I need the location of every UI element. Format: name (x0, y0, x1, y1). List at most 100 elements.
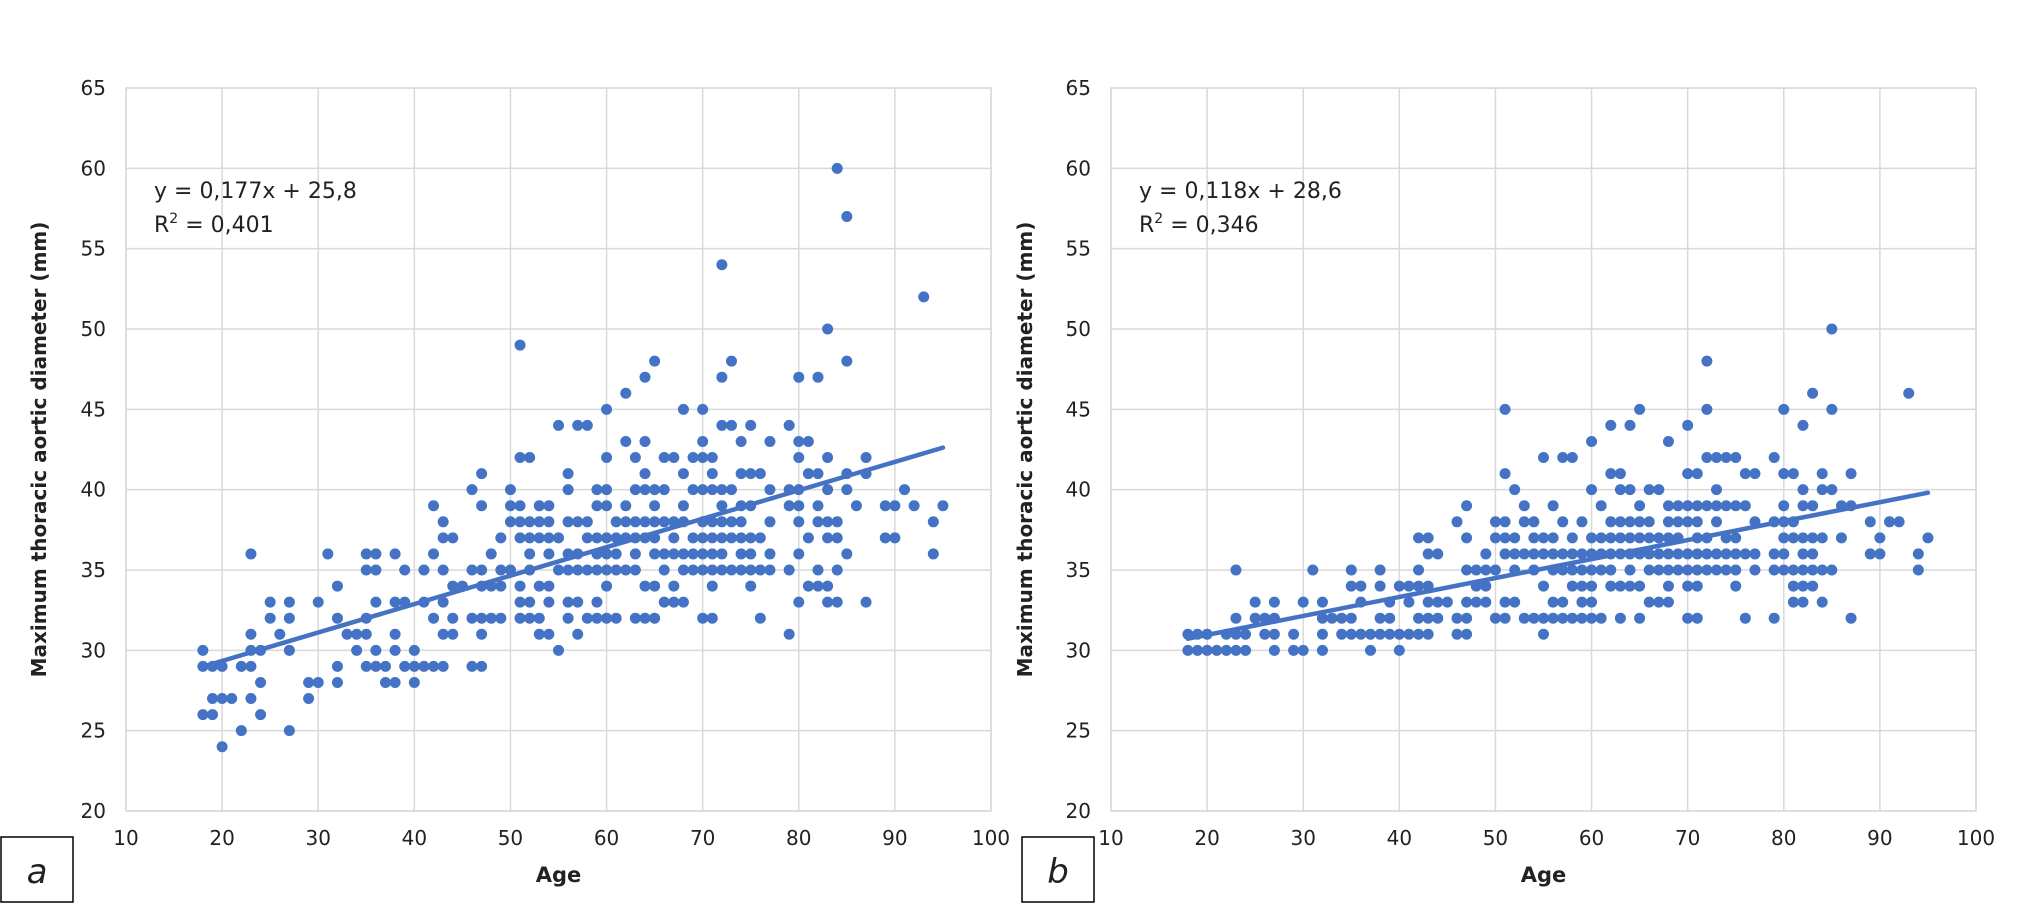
data-point (1586, 596, 1598, 608)
y-tick-label: 20 (1066, 799, 1091, 823)
data-point (533, 628, 545, 640)
data-point (1528, 612, 1540, 624)
r-squared-value: = 0,401 (178, 213, 273, 238)
data-point (658, 484, 670, 496)
data-point (1797, 500, 1809, 512)
data-point (341, 628, 353, 640)
data-point (697, 452, 709, 464)
data-point (764, 435, 776, 447)
data-point (879, 500, 891, 512)
y-tick-label: 55 (1066, 237, 1091, 261)
data-point (735, 468, 747, 480)
data-point (1614, 516, 1626, 528)
data-point (629, 452, 641, 464)
data-point (1634, 516, 1646, 528)
data-point (1730, 548, 1742, 560)
data-point (1576, 548, 1588, 560)
data-point (283, 644, 295, 656)
data-point (476, 660, 488, 672)
data-point (1614, 468, 1626, 480)
y-tick-label: 25 (1066, 719, 1091, 743)
x-tick-label: 60 (594, 826, 619, 850)
data-point (726, 564, 737, 576)
data-point (1230, 612, 1242, 624)
data-point (706, 612, 718, 624)
r-squared: R2 = 0,401 (154, 211, 274, 238)
data-point (1259, 628, 1271, 640)
data-point (927, 548, 939, 560)
data-point (1595, 500, 1607, 512)
data-point (1739, 500, 1751, 512)
data-point (649, 484, 661, 496)
data-point (735, 435, 747, 447)
data-point (1566, 452, 1578, 464)
data-point (937, 500, 949, 512)
data-point (1480, 580, 1492, 592)
data-point (1374, 580, 1386, 592)
data-point (601, 484, 613, 496)
data-point (1903, 387, 1915, 399)
data-point (1316, 612, 1328, 624)
data-point (1288, 644, 1300, 656)
data-point (1566, 612, 1578, 624)
data-point (658, 452, 670, 464)
data-point (1778, 403, 1790, 415)
data-point (264, 596, 276, 608)
data-point (1845, 468, 1857, 480)
data-point (1816, 596, 1828, 608)
x-tick-label: 30 (305, 826, 330, 850)
data-point (245, 693, 257, 705)
data-point (283, 596, 295, 608)
data-point (793, 500, 805, 512)
data-point (1557, 452, 1569, 464)
x-tick-label: 80 (786, 826, 811, 850)
data-point (1547, 596, 1559, 608)
data-point (1576, 516, 1588, 528)
data-point (1413, 628, 1425, 640)
data-point (802, 580, 814, 592)
data-point (504, 484, 516, 496)
data-point (927, 516, 939, 528)
data-point (1509, 596, 1521, 608)
data-point (1518, 612, 1530, 624)
data-point (1701, 548, 1713, 560)
data-point (370, 596, 382, 608)
r-squared-superscript: 2 (169, 211, 178, 227)
data-point (533, 580, 545, 592)
data-point (649, 355, 661, 367)
r-squared-value: = 0,346 (1163, 213, 1258, 238)
data-point (1701, 500, 1713, 512)
data-point (841, 548, 853, 560)
data-point (389, 628, 401, 640)
data-point (726, 355, 737, 367)
data-point (1355, 580, 1367, 592)
data-point (1749, 548, 1761, 560)
data-point (1547, 548, 1559, 560)
data-point (812, 500, 824, 512)
data-point (389, 676, 401, 688)
data-point (1268, 596, 1280, 608)
y-tick-label: 55 (81, 237, 106, 261)
data-point (831, 564, 843, 576)
data-points (1182, 323, 1934, 656)
data-point (1566, 580, 1578, 592)
data-point (716, 516, 728, 528)
data-point (697, 612, 709, 624)
data-point (1749, 564, 1761, 576)
y-tick-label: 60 (81, 156, 106, 180)
data-point (726, 516, 737, 528)
data-point (889, 500, 901, 512)
data-point (1653, 532, 1665, 544)
data-point (1816, 532, 1828, 544)
data-point (1730, 532, 1742, 544)
data-points (197, 162, 949, 753)
data-point (553, 532, 564, 544)
data-point (1682, 468, 1694, 480)
data-point (255, 709, 267, 721)
data-point (649, 548, 661, 560)
data-point (1413, 612, 1425, 624)
data-point (1787, 564, 1799, 576)
data-point (687, 532, 699, 544)
data-point (1566, 564, 1578, 576)
data-point (553, 564, 564, 576)
